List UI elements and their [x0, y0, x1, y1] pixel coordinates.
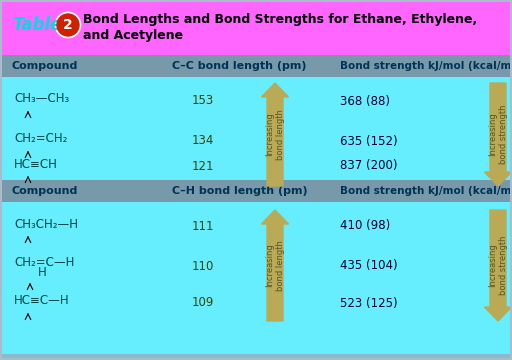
Text: Table: Table — [12, 16, 61, 34]
Text: C–H bond length (pm): C–H bond length (pm) — [172, 186, 308, 196]
Text: 837 (200): 837 (200) — [340, 159, 397, 172]
Circle shape — [57, 14, 79, 36]
Text: 121: 121 — [192, 159, 215, 172]
Text: 153: 153 — [192, 94, 214, 108]
Text: 2: 2 — [63, 18, 73, 32]
Text: Bond strength kJ/mol (kcal/mol): Bond strength kJ/mol (kcal/mol) — [340, 186, 512, 196]
Text: CH₂=C—H: CH₂=C—H — [14, 256, 74, 269]
Text: Bond Lengths and Bond Strengths for Ethane, Ethylene,: Bond Lengths and Bond Strengths for Etha… — [83, 13, 477, 27]
Text: 134: 134 — [192, 135, 215, 148]
Text: CH₃CH₂—H: CH₃CH₂—H — [14, 217, 78, 230]
Text: HC≡CH: HC≡CH — [14, 158, 58, 171]
Text: Increasing
bond length: Increasing bond length — [265, 240, 285, 291]
Text: H: H — [38, 266, 47, 279]
Text: HC≡C—H: HC≡C—H — [14, 294, 70, 307]
FancyArrow shape — [262, 210, 289, 321]
Bar — [1, 354, 511, 359]
Text: 523 (125): 523 (125) — [340, 297, 398, 310]
FancyArrow shape — [484, 83, 511, 186]
Text: 635 (152): 635 (152) — [340, 135, 398, 148]
Text: 109: 109 — [192, 297, 215, 310]
Text: 435 (104): 435 (104) — [340, 260, 398, 273]
Bar — [1, 55, 511, 356]
FancyArrow shape — [262, 83, 289, 186]
Text: 410 (98): 410 (98) — [340, 220, 390, 233]
Text: Increasing
bond length: Increasing bond length — [265, 109, 285, 160]
FancyArrow shape — [484, 210, 511, 321]
Text: Compound: Compound — [12, 186, 78, 196]
Bar — [1, 180, 511, 202]
Text: 111: 111 — [192, 220, 215, 233]
Text: Increasing
bond strength: Increasing bond strength — [488, 105, 508, 164]
Text: and Acetylene: and Acetylene — [83, 28, 183, 41]
Bar — [1, 55, 511, 77]
Text: CH₃—CH₃: CH₃—CH₃ — [14, 93, 69, 105]
Text: Increasing
bond strength: Increasing bond strength — [488, 236, 508, 295]
Text: 368 (88): 368 (88) — [340, 94, 390, 108]
Text: CH₂=CH₂: CH₂=CH₂ — [14, 132, 68, 145]
Text: Compound: Compound — [12, 61, 78, 71]
Text: Bond strength kJ/mol (kcal/mol): Bond strength kJ/mol (kcal/mol) — [340, 61, 512, 71]
Text: C–C bond length (pm): C–C bond length (pm) — [172, 61, 307, 71]
Text: 110: 110 — [192, 260, 215, 273]
